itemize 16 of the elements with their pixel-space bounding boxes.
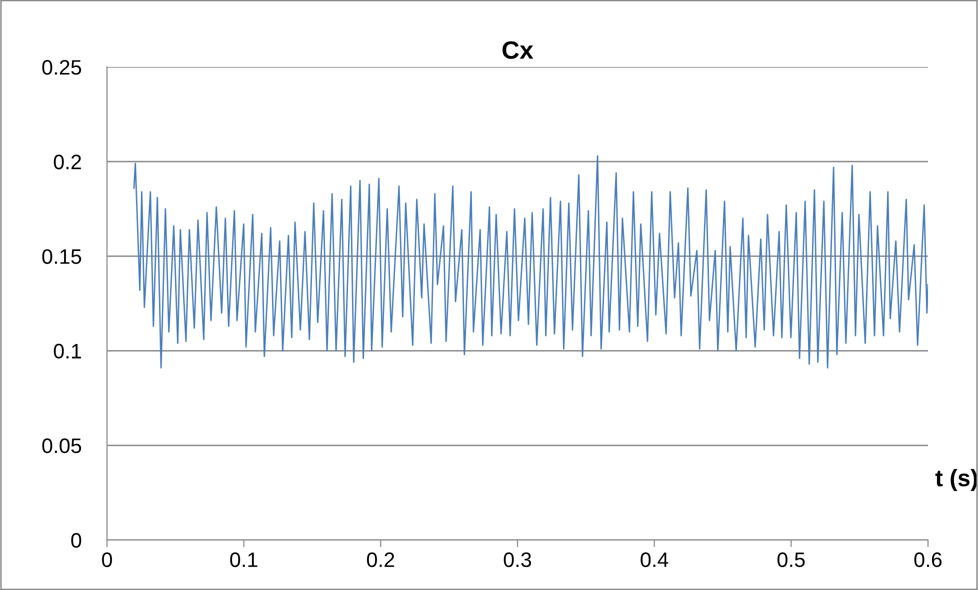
x-tick-label: 0.3 [504, 552, 532, 568]
x-axis-title: t (s) [935, 469, 978, 492]
x-tick-label: 0.2 [367, 552, 394, 568]
x-tick-label: 0.6 [914, 552, 942, 568]
x-tick-label: 0 [102, 552, 112, 568]
y-tick-label: 0.25 [42, 60, 82, 75]
y-tick-label: 0.15 [42, 249, 82, 264]
y-tick-label: 0 [71, 533, 82, 548]
x-tick-label: 0.5 [778, 552, 805, 568]
y-tick-label: 0.05 [42, 438, 82, 454]
chart-title: Cx [502, 41, 534, 59]
x-tick-label: 0.4 [640, 552, 668, 568]
y-tick-label: 0.2 [54, 154, 81, 170]
x-tick-label: 0.1 [230, 552, 258, 568]
line-series [133, 155, 928, 369]
y-tick-label: 0.1 [54, 344, 81, 359]
